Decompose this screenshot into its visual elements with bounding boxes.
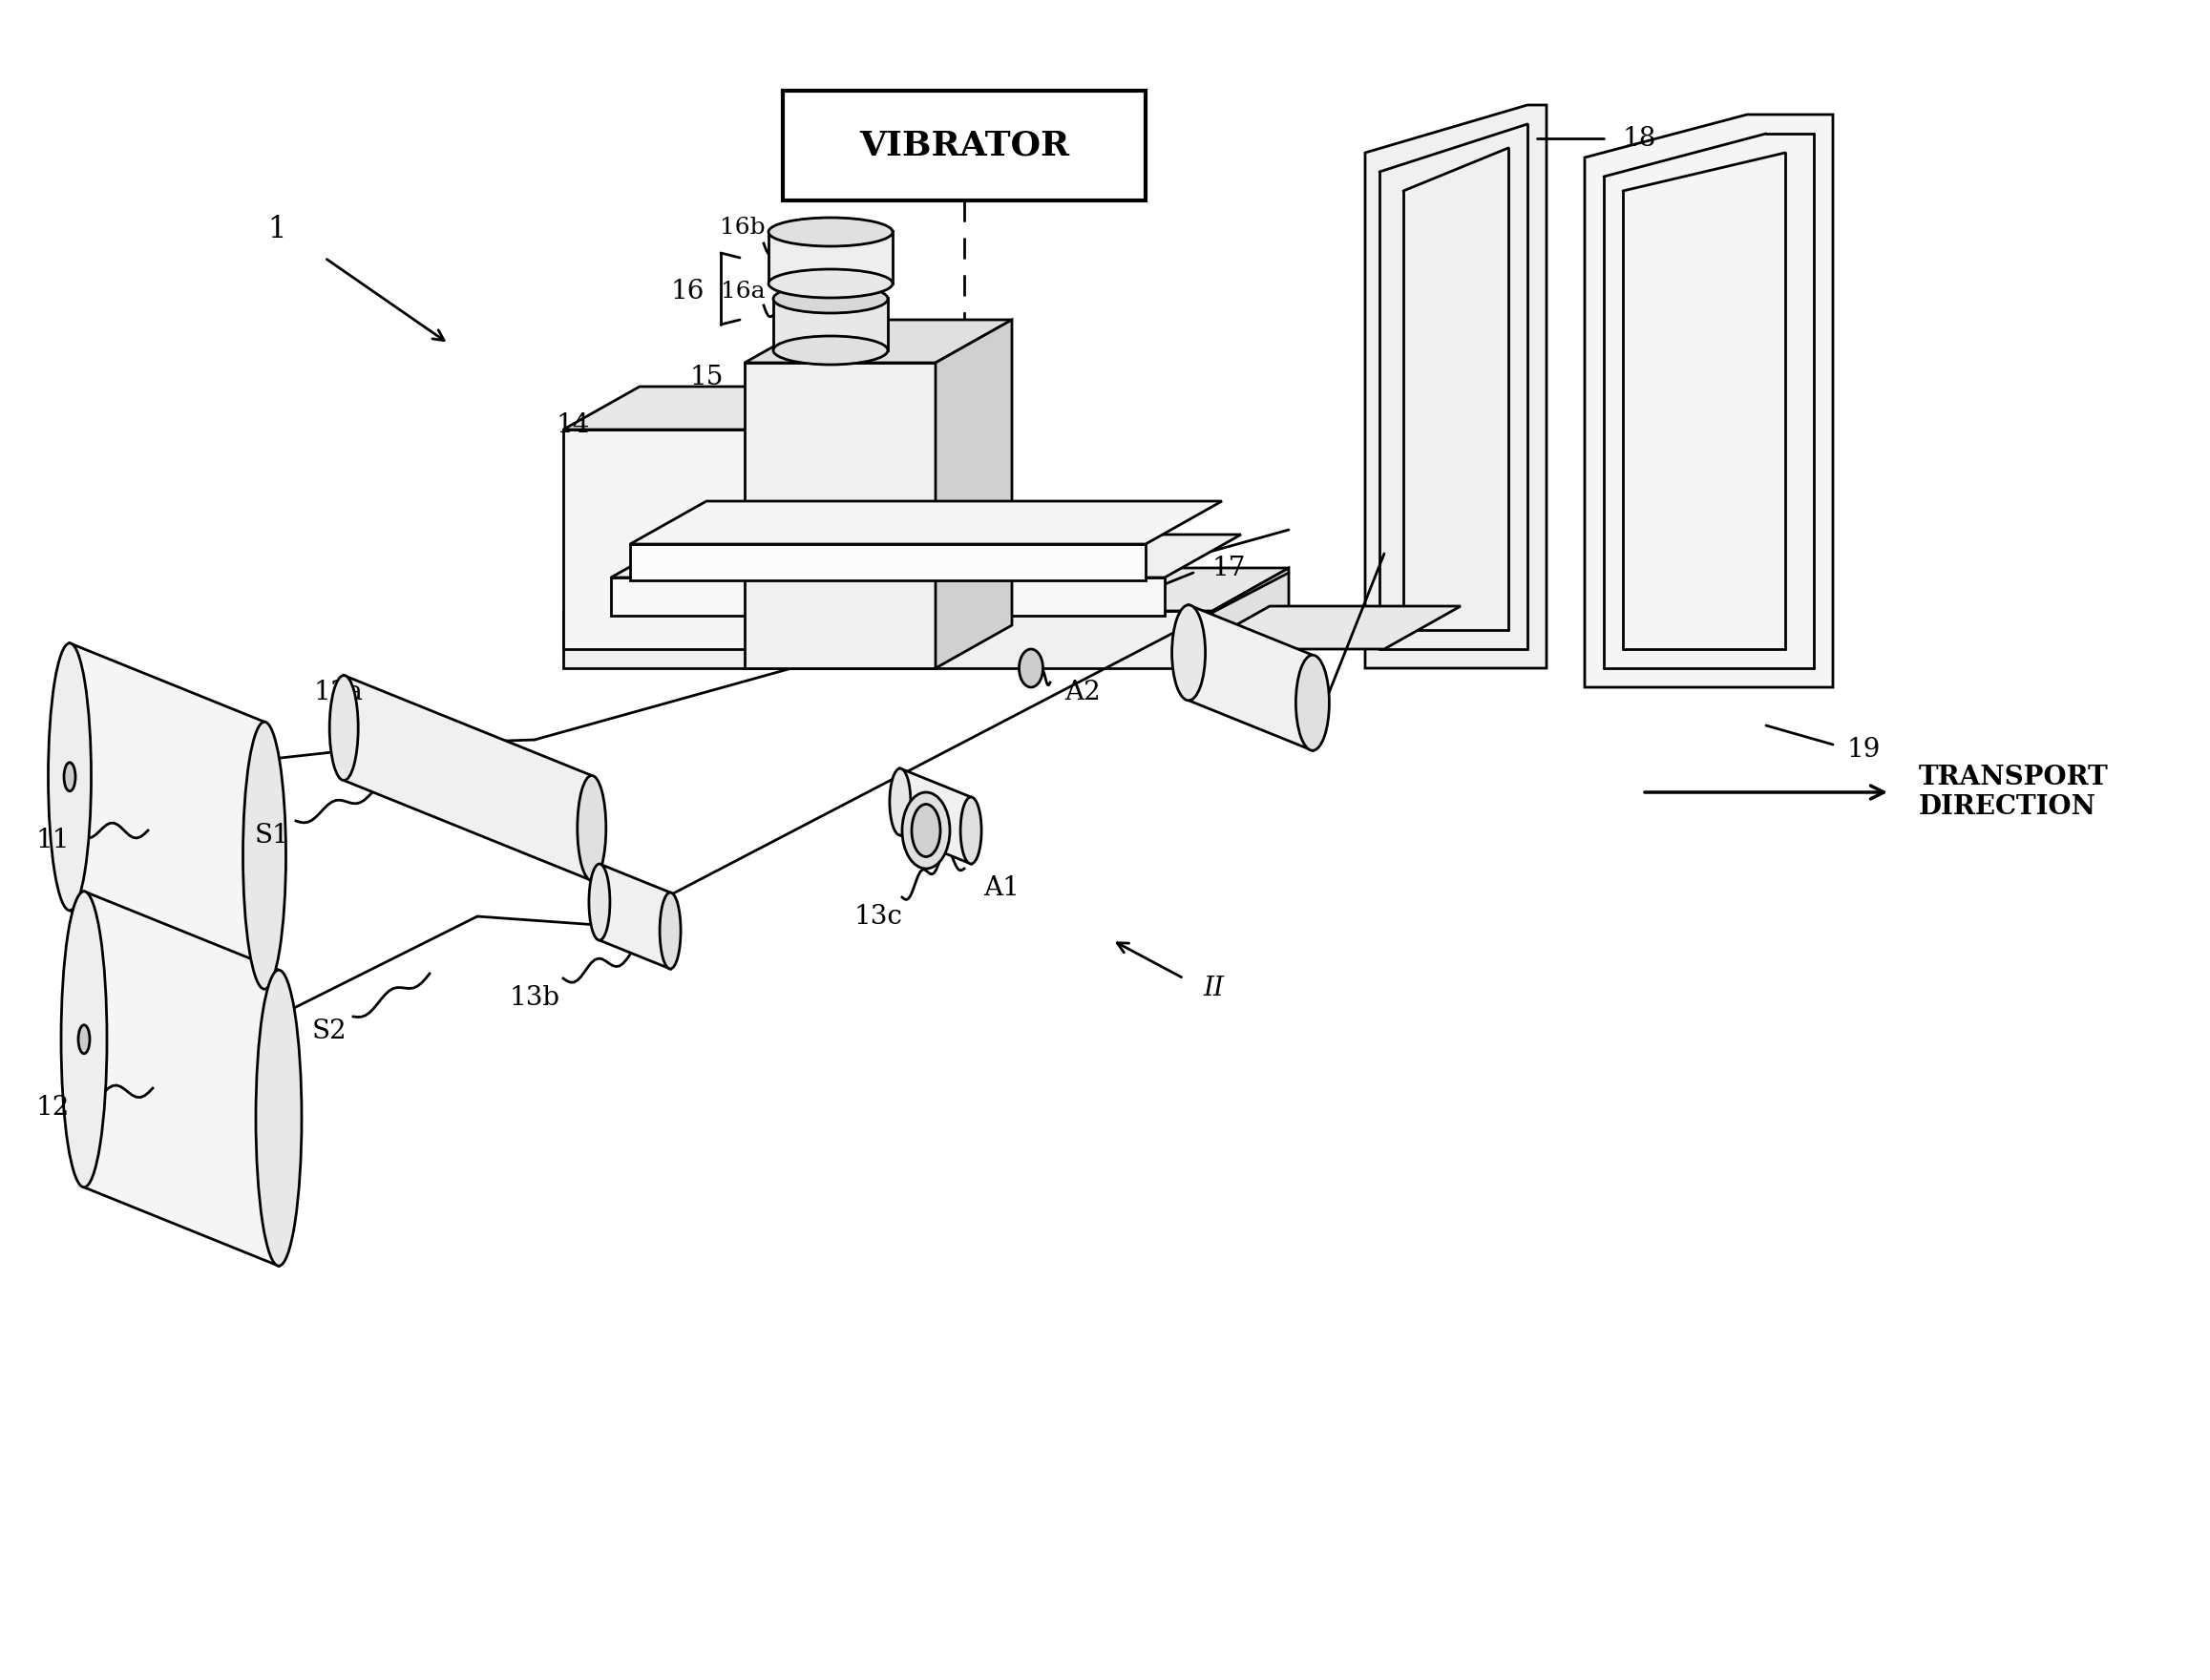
Text: 11: 11	[35, 827, 69, 853]
Polygon shape	[610, 534, 1242, 578]
Text: A1: A1	[983, 875, 1019, 900]
Ellipse shape	[774, 284, 888, 312]
Ellipse shape	[256, 969, 301, 1267]
Text: 13c: 13c	[853, 904, 902, 929]
Polygon shape	[745, 363, 935, 669]
Polygon shape	[630, 544, 1145, 580]
Text: 13a: 13a	[314, 679, 365, 706]
Text: 18: 18	[1622, 126, 1658, 151]
Text: TRANSPORT
DIRECTION: TRANSPORT DIRECTION	[1918, 764, 2108, 820]
Text: VIBRATOR: VIBRATOR	[860, 129, 1070, 161]
Ellipse shape	[913, 805, 939, 857]
Ellipse shape	[891, 768, 911, 835]
Polygon shape	[564, 612, 1213, 669]
Text: 14: 14	[557, 412, 590, 438]
Bar	[769, 232, 893, 284]
Ellipse shape	[902, 793, 950, 869]
Text: 1: 1	[267, 215, 285, 244]
Polygon shape	[610, 578, 1165, 615]
Ellipse shape	[64, 763, 75, 791]
Ellipse shape	[62, 892, 106, 1188]
Ellipse shape	[243, 722, 285, 990]
Text: S1: S1	[254, 822, 290, 848]
Text: 16a: 16a	[720, 281, 765, 302]
Polygon shape	[745, 319, 1012, 363]
Ellipse shape	[577, 776, 606, 880]
Text: 17: 17	[1213, 554, 1246, 581]
Ellipse shape	[961, 796, 981, 864]
Polygon shape	[84, 892, 278, 1267]
Polygon shape	[1213, 568, 1288, 669]
Ellipse shape	[588, 864, 610, 941]
Ellipse shape	[1171, 605, 1204, 701]
Bar	[782, 91, 1145, 200]
Polygon shape	[1193, 606, 1461, 648]
Polygon shape	[899, 768, 970, 864]
Text: 12: 12	[35, 1094, 69, 1121]
Text: II: II	[1202, 974, 1224, 1001]
Polygon shape	[564, 386, 860, 430]
Ellipse shape	[774, 336, 888, 365]
Polygon shape	[630, 501, 1222, 544]
Polygon shape	[935, 319, 1012, 669]
Ellipse shape	[49, 643, 91, 911]
Ellipse shape	[1019, 648, 1043, 687]
Text: S2: S2	[312, 1018, 347, 1043]
Polygon shape	[1189, 605, 1313, 751]
Ellipse shape	[329, 675, 358, 781]
Ellipse shape	[1295, 655, 1328, 751]
Ellipse shape	[769, 218, 893, 247]
Polygon shape	[1585, 114, 1832, 687]
Polygon shape	[71, 643, 265, 990]
Text: 16: 16	[670, 279, 705, 304]
Text: 15: 15	[690, 365, 723, 390]
Polygon shape	[782, 386, 860, 648]
Text: 13b: 13b	[508, 984, 559, 1010]
Text: A2: A2	[1065, 679, 1101, 706]
Ellipse shape	[769, 269, 893, 297]
Text: 19: 19	[1848, 736, 1881, 763]
Polygon shape	[564, 568, 1288, 612]
Text: 16b: 16b	[720, 217, 765, 239]
Bar	[774, 297, 888, 351]
Polygon shape	[564, 430, 782, 648]
Polygon shape	[345, 675, 592, 880]
Polygon shape	[1366, 104, 1547, 669]
Ellipse shape	[661, 892, 681, 969]
Ellipse shape	[77, 1025, 91, 1053]
Polygon shape	[599, 864, 670, 969]
